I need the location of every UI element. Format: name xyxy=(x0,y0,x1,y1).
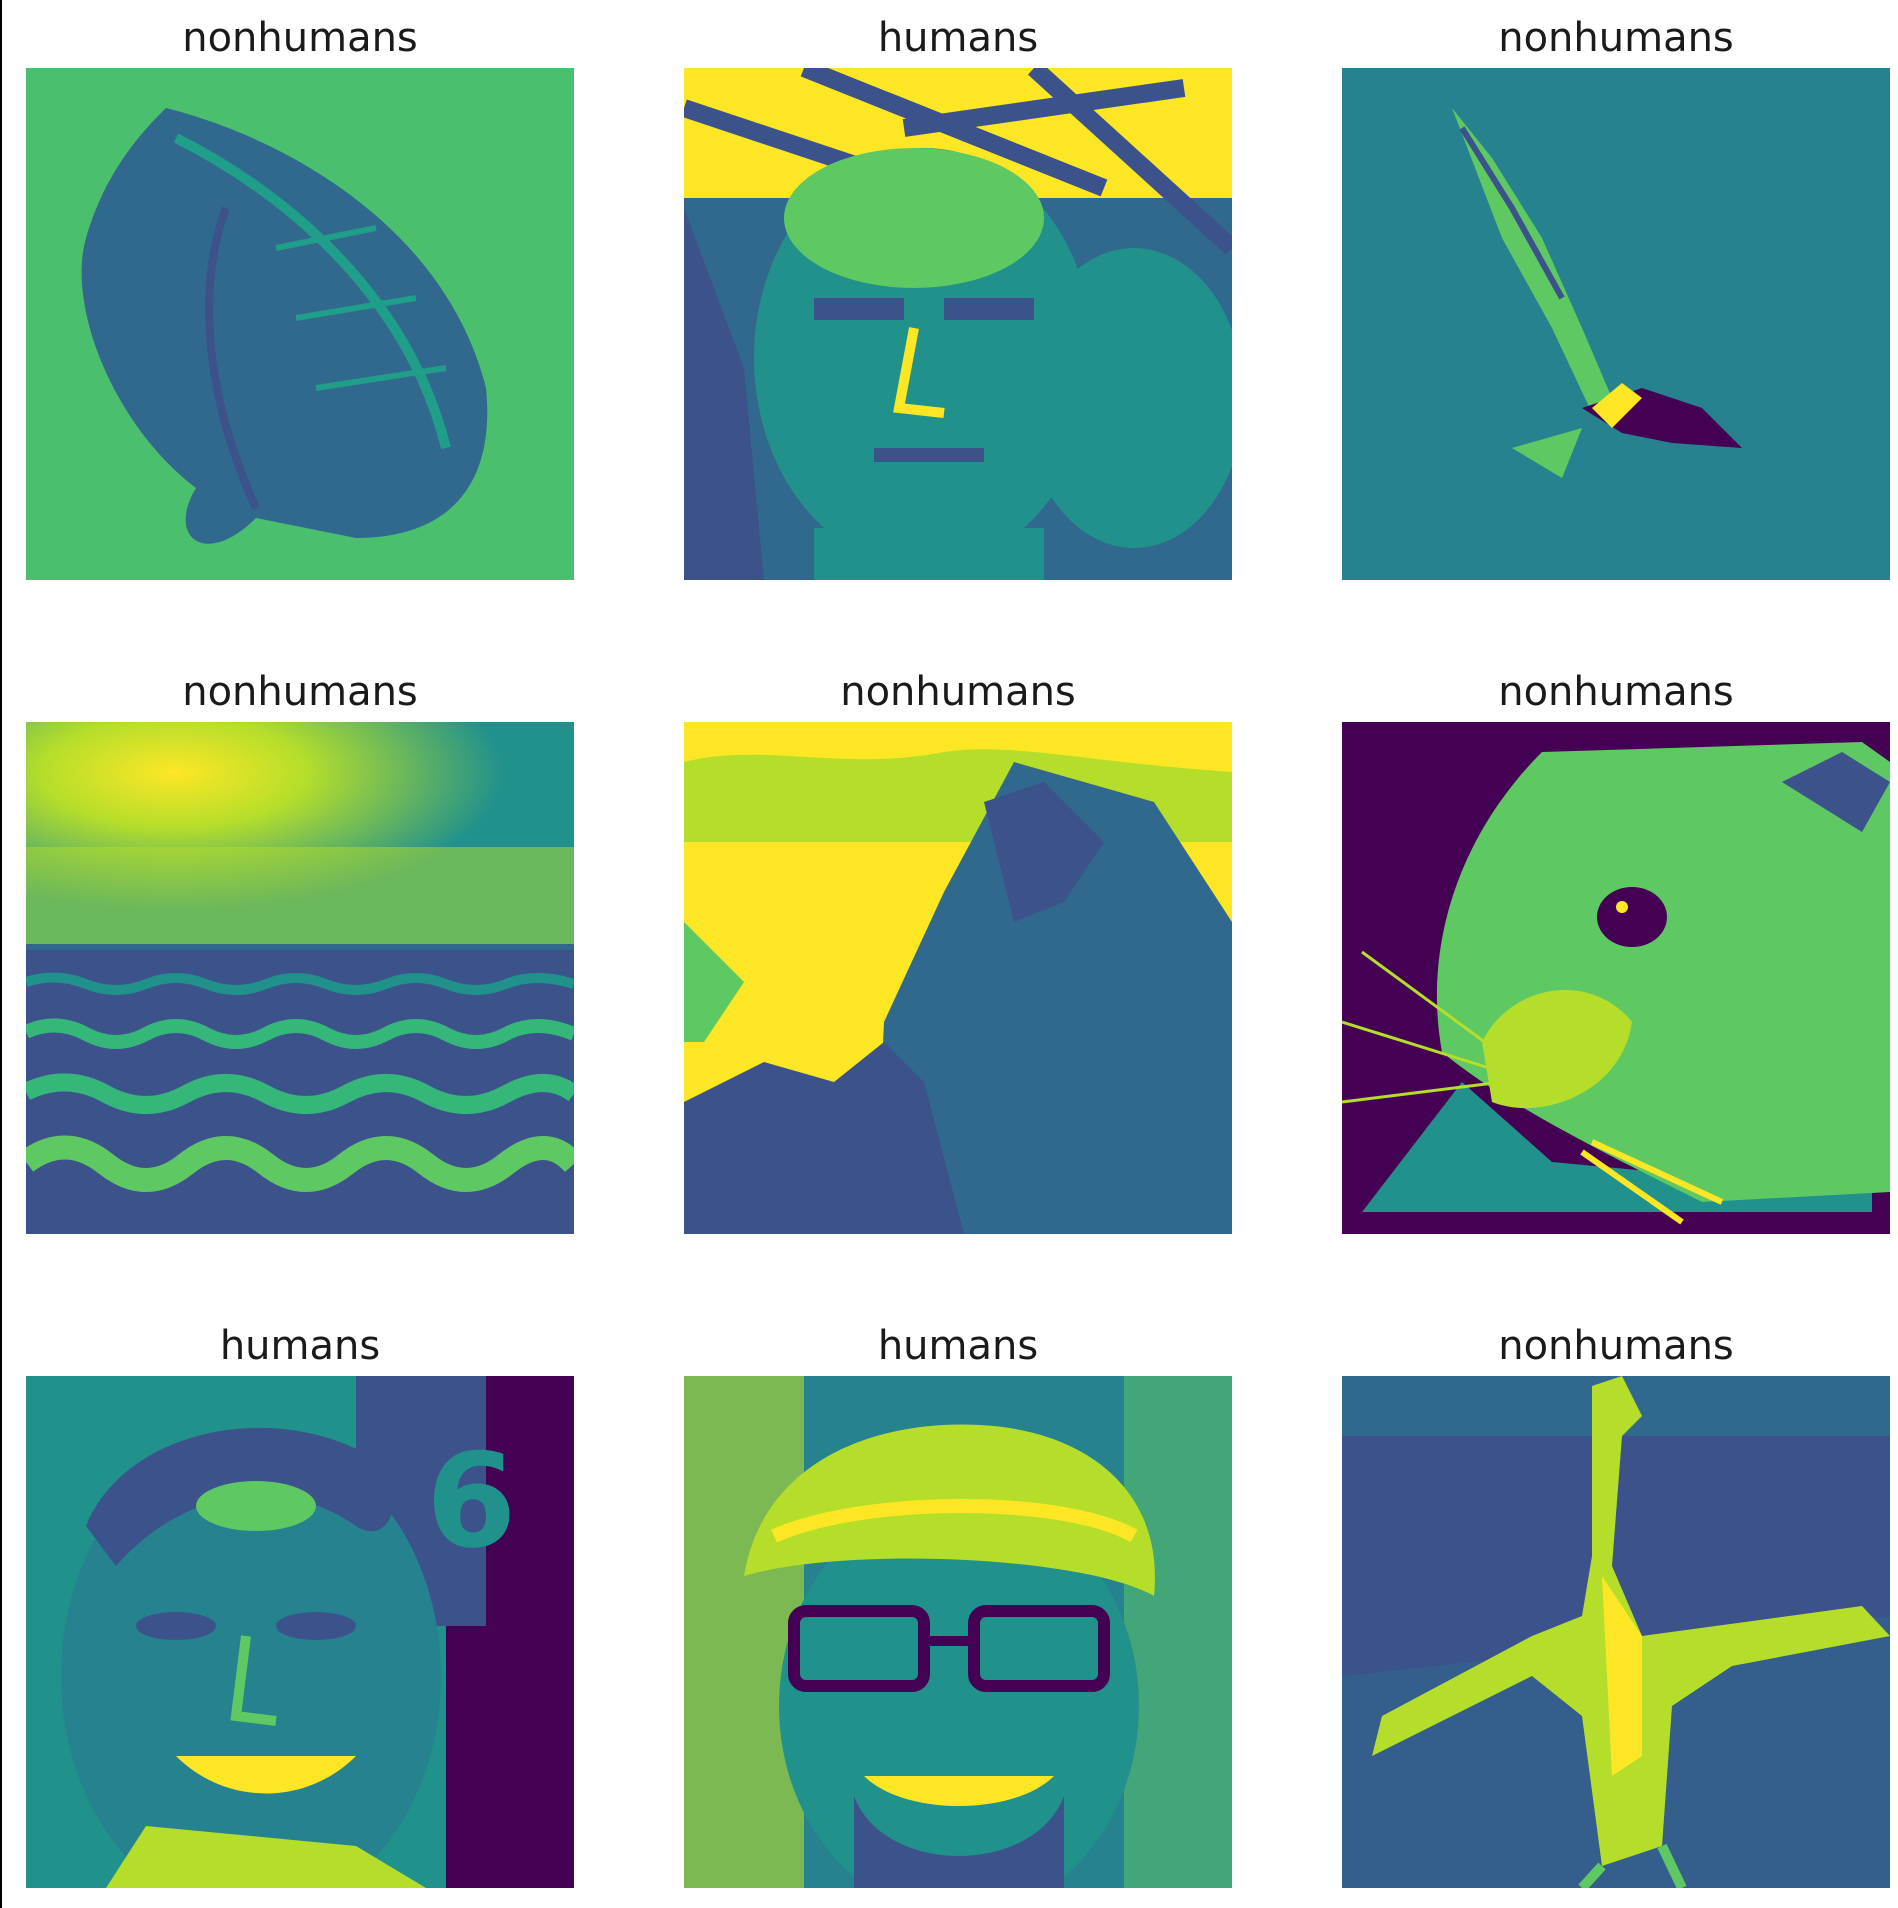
cell-title: humans xyxy=(877,1323,1039,1369)
image-leaf xyxy=(26,68,574,580)
cell-title: nonhumans xyxy=(840,669,1076,715)
svg-text:6: 6 xyxy=(426,1425,516,1577)
image-mountain xyxy=(684,722,1232,1234)
cell-title: humans xyxy=(219,1323,381,1369)
image-crop-field xyxy=(26,722,574,1234)
image-man-cap-glasses xyxy=(684,1376,1232,1888)
cell-title: nonhumans xyxy=(1498,669,1734,715)
cell-title: nonhumans xyxy=(1498,1323,1734,1369)
image-bald-man xyxy=(684,68,1232,580)
image-smiling-man: 6 xyxy=(26,1376,574,1888)
image-guinea-pig xyxy=(1342,722,1890,1234)
cell-title: nonhumans xyxy=(1498,15,1734,61)
cell-title: nonhumans xyxy=(182,669,418,715)
image-white-bird xyxy=(1342,1376,1890,1888)
cell-title: nonhumans xyxy=(182,15,418,61)
image-eagle xyxy=(1342,68,1890,580)
cell-title: humans xyxy=(877,15,1039,61)
left-border xyxy=(0,0,2,1908)
